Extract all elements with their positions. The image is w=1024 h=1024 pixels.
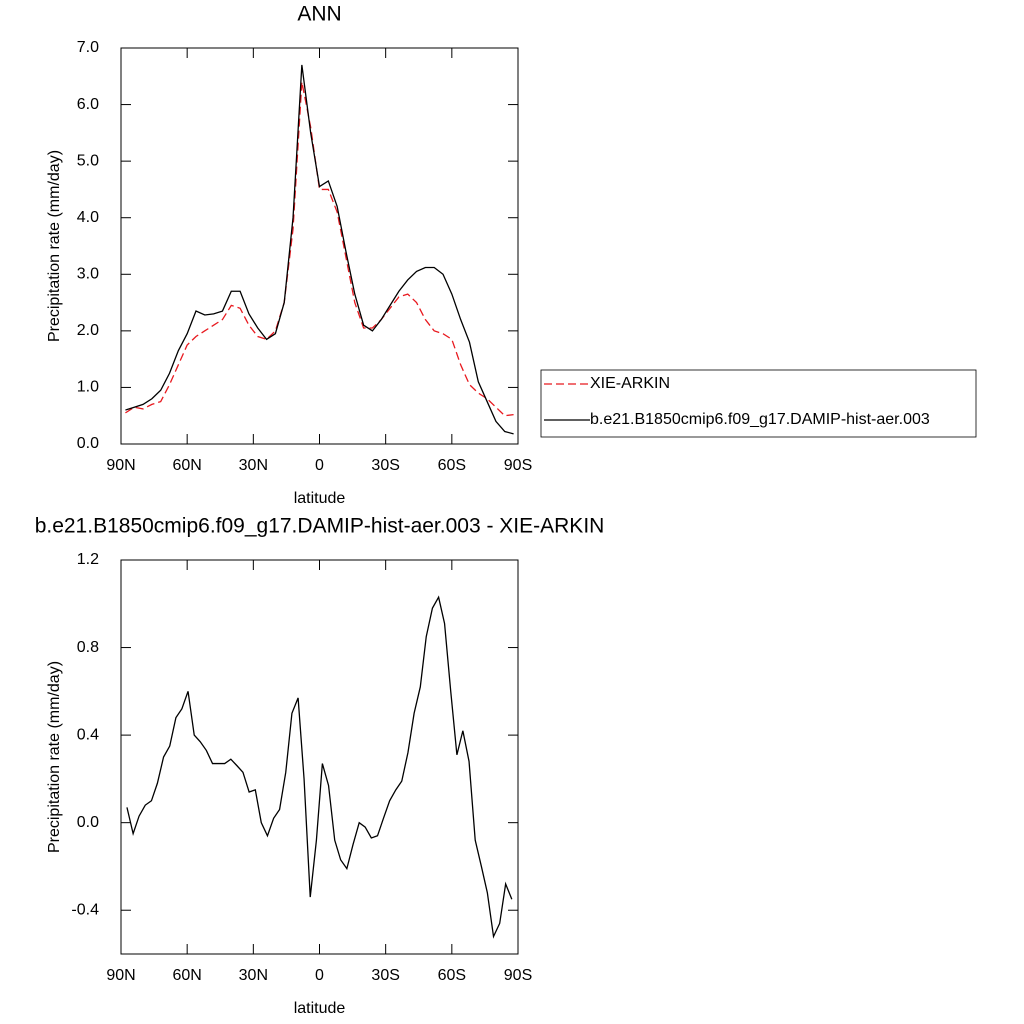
x-tick-label: 60N <box>172 967 201 984</box>
y-axis-label: Precipitation rate (mm/day) <box>46 150 63 342</box>
plot-frame <box>120 559 519 955</box>
chart-title: b.e21.B1850cmip6.f09_g17.DAMIP-hist-aer.… <box>35 515 605 538</box>
x-tick-label: 30S <box>371 457 399 474</box>
y-tick-label: 2.0 <box>77 322 99 339</box>
data-line <box>126 595 513 939</box>
data-line <box>125 64 514 435</box>
y-axis-label: Precipitation rate (mm/day) <box>46 661 63 853</box>
chart-title: ANN <box>297 3 341 26</box>
y-tick-label: 0.0 <box>77 814 99 831</box>
y-tick-label: 5.0 <box>77 152 99 169</box>
x-tick-label: 30N <box>239 967 268 984</box>
y-tick-label: 7.0 <box>77 39 99 56</box>
x-tick-label: 0 <box>315 457 324 474</box>
y-tick-label: 0.0 <box>77 435 99 452</box>
x-axis-label: latitude <box>294 490 346 507</box>
y-tick-label: 1.0 <box>77 379 99 396</box>
y-tick-label: -0.4 <box>71 901 99 918</box>
legend-box <box>540 369 977 438</box>
data-line <box>125 81 514 417</box>
x-tick-label: 30N <box>239 457 268 474</box>
x-tick-label: 60S <box>438 457 466 474</box>
x-tick-label: 90N <box>106 457 135 474</box>
x-tick-label: 90S <box>504 967 532 984</box>
x-tick-label: 0 <box>315 967 324 984</box>
x-tick-label: 90S <box>504 457 532 474</box>
legend-label: b.e21.B1850cmip6.f09_g17.DAMIP-hist-aer.… <box>590 411 930 428</box>
x-tick-label: 90N <box>106 967 135 984</box>
y-tick-label: 3.0 <box>77 266 99 283</box>
x-tick-label: 60N <box>172 457 201 474</box>
x-axis-label: latitude <box>294 1000 346 1017</box>
legend-label: XIE-ARKIN <box>590 375 670 392</box>
plot-frame <box>120 47 519 445</box>
x-tick-label: 60S <box>438 967 466 984</box>
y-tick-label: 1.2 <box>77 551 99 568</box>
y-tick-label: 4.0 <box>77 209 99 226</box>
x-tick-label: 30S <box>371 967 399 984</box>
y-tick-label: 0.8 <box>77 639 99 656</box>
y-tick-label: 6.0 <box>77 96 99 113</box>
y-tick-label: 0.4 <box>77 726 99 743</box>
